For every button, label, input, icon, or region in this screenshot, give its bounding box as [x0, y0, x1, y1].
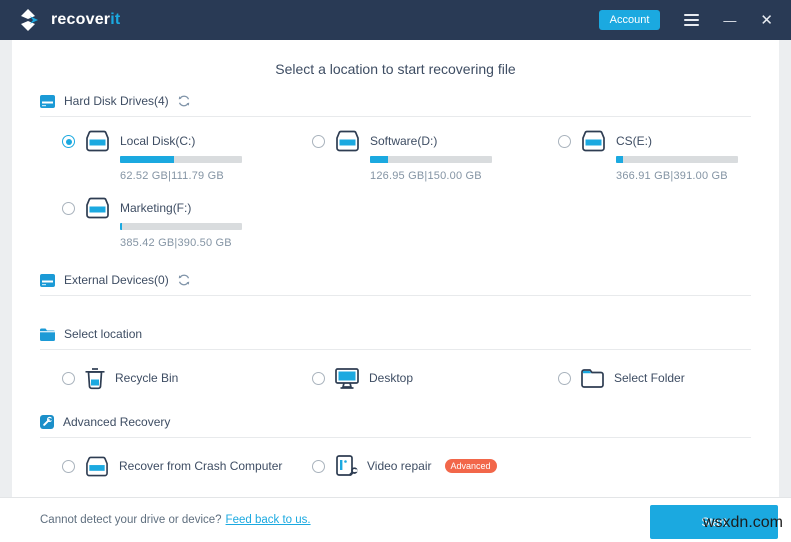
drive-name: Software(D:)	[370, 134, 438, 148]
divider	[40, 349, 751, 350]
select-folder-icon	[580, 368, 605, 389]
radio-video-repair[interactable]	[312, 459, 325, 473]
location-label: Desktop	[369, 371, 414, 385]
capacity-bar	[616, 156, 738, 163]
advanced-badge: Advanced	[444, 459, 497, 473]
advanced-item-video-repair[interactable]: Video repair Advanced	[312, 454, 558, 478]
section-label: Advanced Recovery	[63, 415, 171, 429]
advanced-item-crash-computer[interactable]: Recover from Crash Computer	[62, 454, 312, 478]
account-button[interactable]: Account	[598, 10, 661, 30]
divider	[40, 295, 751, 296]
disk-drive-icon	[334, 129, 361, 158]
radio-local-disk-c[interactable]	[62, 135, 75, 148]
external-device-icon	[40, 273, 55, 287]
divider	[40, 116, 751, 117]
hard-drive-icon	[40, 94, 55, 108]
radio-select-folder[interactable]	[558, 371, 571, 385]
drive-sizes: 385.42 GB|390.50 GB	[120, 237, 232, 249]
location-item-desktop[interactable]: Desktop	[312, 366, 558, 390]
capacity-fill	[120, 223, 123, 230]
capacity-bar	[120, 223, 242, 230]
radio-desktop[interactable]	[312, 371, 325, 385]
drive-item-marketing-f[interactable]: Marketing(F:) 385.42 GB|390.50 GB	[62, 197, 312, 249]
close-icon[interactable]: ✕	[760, 11, 773, 29]
recoverit-logo-icon	[18, 8, 42, 32]
main-panel: Select a location to start recovering fi…	[12, 40, 779, 497]
drive-item-cs-e[interactable]: CS(E:) 366.91 GB|391.00 GB	[558, 130, 751, 182]
advanced-label: Video repair	[367, 459, 432, 473]
section-label: Select location	[64, 327, 143, 341]
advanced-grid: Recover from Crash Computer Video repair…	[62, 454, 751, 478]
capacity-fill	[120, 156, 174, 163]
radio-recycle-bin[interactable]	[62, 371, 75, 385]
section-hard-disk-drives: Hard Disk Drives(4)	[40, 94, 751, 108]
location-item-recycle-bin[interactable]: Recycle Bin	[62, 366, 312, 390]
minimize-icon[interactable]: —	[723, 12, 737, 28]
radio-marketing-f[interactable]	[62, 202, 75, 215]
location-grid: Recycle Bin Desktop Sele	[62, 366, 751, 390]
drive-sizes: 126.95 GB|150.00 GB	[370, 170, 482, 182]
wrench-icon	[40, 415, 54, 429]
capacity-bar	[120, 156, 242, 163]
page-title: Select a location to start recovering fi…	[275, 61, 516, 77]
location-label: Recycle Bin	[115, 371, 179, 385]
menu-icon[interactable]	[684, 11, 700, 29]
drive-name: Marketing(F:)	[120, 201, 192, 215]
disk-drive-icon	[580, 129, 607, 158]
section-advanced-recovery: Advanced Recovery	[40, 415, 751, 429]
drive-name: CS(E:)	[616, 134, 652, 148]
location-label: Select Folder	[614, 371, 685, 385]
brand-text: recoverit	[51, 11, 121, 28]
capacity-fill	[370, 156, 389, 163]
radio-crash-computer[interactable]	[62, 459, 75, 473]
start-button[interactable]: Start	[650, 505, 778, 539]
desktop-icon	[334, 367, 360, 390]
section-label: Hard Disk Drives(4)	[64, 94, 169, 108]
location-item-select-folder[interactable]: Select Folder	[558, 366, 751, 390]
refresh-icon[interactable]	[178, 274, 190, 286]
refresh-icon[interactable]	[178, 95, 190, 107]
drive-sizes: 62.52 GB|111.79 GB	[120, 170, 224, 182]
video-repair-icon	[334, 454, 358, 478]
drive-grid: Local Disk(C:) 62.52 GB|111.79 GB Softwa…	[62, 130, 751, 249]
crash-computer-icon	[84, 455, 110, 478]
radio-software-d[interactable]	[312, 135, 325, 148]
disk-drive-icon	[84, 196, 111, 225]
folder-icon	[40, 328, 55, 341]
recycle-bin-icon	[84, 366, 106, 390]
divider	[40, 437, 751, 438]
section-select-location: Select location	[40, 327, 751, 341]
watermark: wsxdn.com	[702, 514, 783, 531]
section-external-devices: External Devices(0)	[40, 273, 751, 287]
section-label: External Devices(0)	[64, 273, 169, 287]
footer-question: Cannot detect your drive or device?	[40, 514, 222, 526]
drive-name: Local Disk(C:)	[120, 134, 196, 148]
drive-sizes: 366.91 GB|391.00 GB	[616, 170, 728, 182]
feedback-link[interactable]: Feed back to us.	[225, 514, 311, 526]
drive-item-software-d[interactable]: Software(D:) 126.95 GB|150.00 GB	[312, 130, 558, 182]
drive-item-local-disk-c[interactable]: Local Disk(C:) 62.52 GB|111.79 GB	[62, 130, 312, 182]
app-logo: recoverit	[18, 8, 120, 32]
radio-cs-e[interactable]	[558, 135, 571, 148]
titlebar: recoverit Account — ✕	[0, 0, 791, 40]
capacity-bar	[370, 156, 492, 163]
capacity-fill	[616, 156, 624, 163]
advanced-label: Recover from Crash Computer	[119, 459, 283, 473]
disk-drive-icon	[84, 129, 111, 158]
